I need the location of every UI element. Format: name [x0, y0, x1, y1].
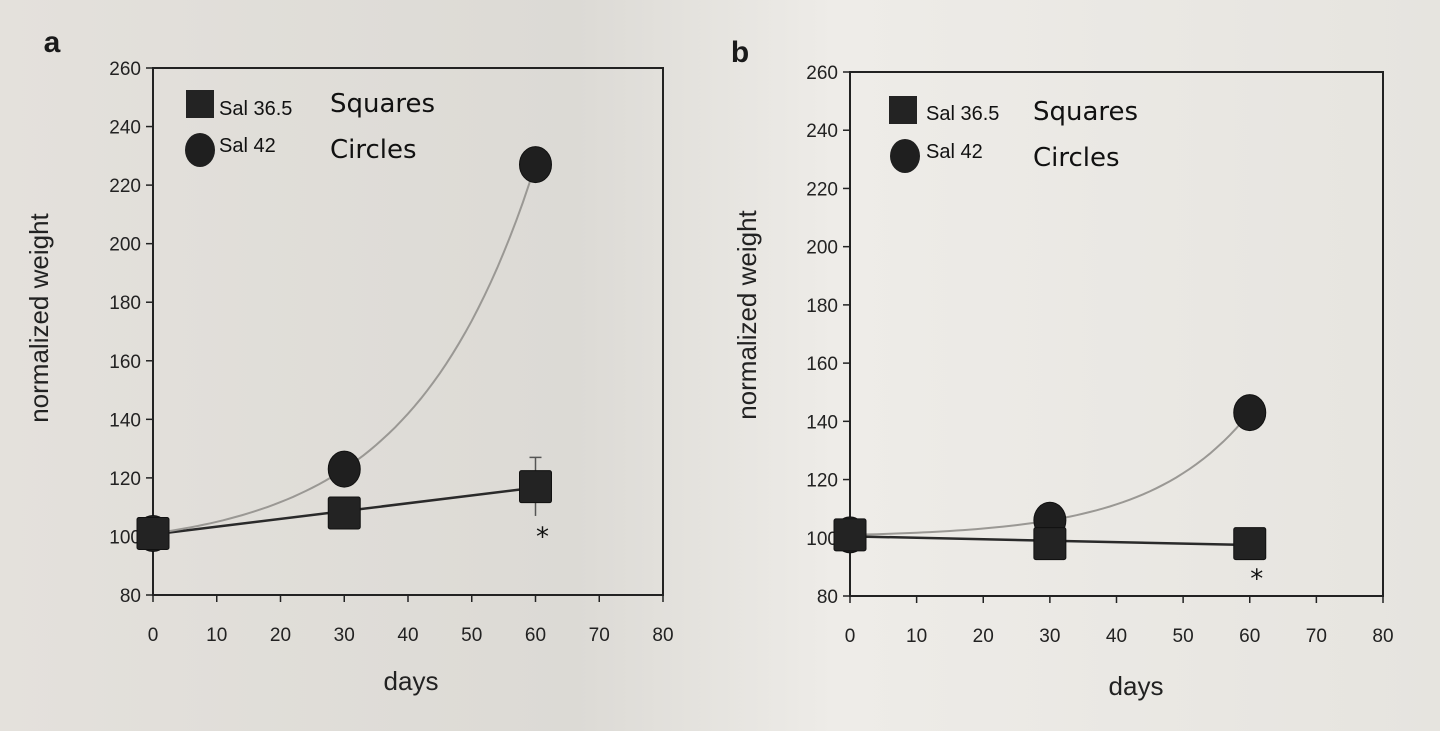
- y-tick-label: 180: [806, 296, 838, 317]
- legend-marker-square: [186, 90, 214, 118]
- data-point-circle: [1233, 394, 1267, 432]
- y-axis-title: normalized weight: [24, 212, 54, 422]
- data-point-circle: [327, 450, 361, 488]
- legend: Sal 36.5 Sal 42 Squares Circles: [889, 96, 1138, 173]
- chart-panel-a: a 80 100 120 140 160 180 200 220 240 260 0 10 20 30 40 5…: [24, 26, 674, 696]
- y-tick-label: 120: [109, 469, 141, 490]
- y-tick-label: 200: [806, 238, 838, 259]
- x-tick-label: 30: [334, 625, 355, 646]
- significance-star: *: [536, 523, 549, 553]
- y-tick-label: 220: [806, 179, 838, 200]
- x-tick-label: 0: [845, 626, 856, 647]
- y-tick-label: 260: [806, 63, 838, 84]
- data-point-square: [136, 517, 170, 551]
- y-tick-label: 140: [806, 412, 838, 433]
- y-tick-label: 100: [806, 529, 838, 550]
- x-tick-label: 40: [397, 625, 418, 646]
- data-point-square: [1033, 527, 1067, 561]
- x-tick-label: 50: [461, 625, 482, 646]
- legend-marker-circle: [890, 139, 920, 173]
- x-axis-title: days: [1109, 671, 1164, 701]
- x-tick-label: 60: [525, 625, 546, 646]
- chart-panel-b: b 80 100 120 140 160 180 200 220 240 260 0 10 20 30 40 5…: [731, 36, 1394, 701]
- x-tick-label: 20: [270, 625, 291, 646]
- legend-note-circles: Circles: [330, 135, 417, 165]
- y-tick-label: 240: [109, 118, 141, 139]
- x-tick-label: 70: [589, 625, 610, 646]
- y-tick-label: 200: [109, 235, 141, 256]
- x-tick-label: 80: [1372, 626, 1393, 647]
- x-tick-label: 10: [906, 626, 927, 647]
- legend-marker-square: [889, 96, 917, 124]
- data-point-square: [1233, 527, 1267, 561]
- legend-label-square: Sal 36.5: [219, 98, 292, 120]
- legend: Sal 36.5 Sal 42 Squares Circles: [185, 89, 435, 167]
- data-point-square: [833, 518, 867, 552]
- y-tick-label: 220: [109, 176, 141, 197]
- legend-note-circles: Circles: [1033, 143, 1120, 173]
- y-tick-label: 180: [109, 293, 141, 314]
- y-tick-label: 140: [109, 410, 141, 431]
- legend-note-squares: Squares: [1033, 97, 1138, 127]
- x-tick-label: 80: [652, 625, 673, 646]
- y-tick-label: 160: [806, 354, 838, 375]
- y-tick-label: 160: [109, 352, 141, 373]
- x-tick-label: 50: [1173, 626, 1194, 647]
- y-tick-label: 120: [806, 471, 838, 492]
- panel-label: b: [731, 36, 749, 69]
- legend-marker-circle: [185, 133, 215, 167]
- x-tick-label: 60: [1239, 626, 1260, 647]
- y-tick-label: 80: [817, 587, 838, 608]
- panel-label: a: [44, 26, 61, 59]
- y-tick-label: 80: [120, 586, 141, 607]
- y-tick-label: 100: [109, 527, 141, 548]
- y-tick-label: 240: [806, 121, 838, 142]
- y-axis-title: normalized weight: [732, 209, 762, 419]
- legend-label-circle: Sal 42: [926, 141, 983, 163]
- legend-note-squares: Squares: [330, 89, 435, 119]
- data-point-square: [519, 470, 552, 504]
- x-tick-label: 20: [973, 626, 994, 647]
- x-tick-label: 30: [1039, 626, 1060, 647]
- x-tick-label: 40: [1106, 626, 1127, 647]
- y-tick-label: 260: [109, 59, 141, 80]
- x-tick-label: 10: [206, 625, 227, 646]
- significance-star: *: [1250, 565, 1263, 595]
- x-tick-label: 70: [1306, 626, 1327, 647]
- data-point-square: [327, 496, 361, 530]
- x-tick-label: 0: [148, 625, 159, 646]
- x-axis-title: days: [384, 666, 439, 696]
- data-point-circle: [519, 146, 552, 184]
- legend-label-square: Sal 36.5: [926, 103, 999, 125]
- legend-label-circle: Sal 42: [219, 135, 276, 157]
